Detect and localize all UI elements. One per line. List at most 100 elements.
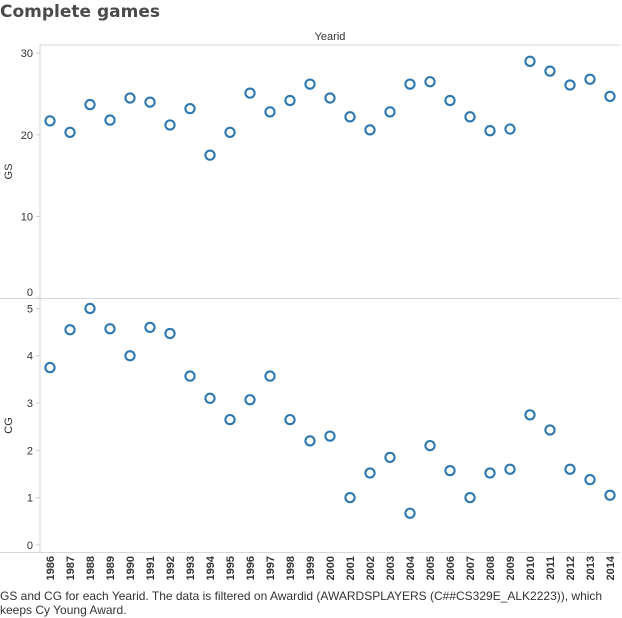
y-tick-label-cg: 5 [27,303,33,315]
x-tick-label: 1997 [265,556,277,580]
data-point-gs [64,126,76,138]
data-point-cg [584,473,596,486]
x-tick-label: 1992 [165,556,177,580]
x-tick-label: 1999 [305,556,317,580]
y-tick-label-cg: 4 [27,351,33,363]
data-point-gs [184,103,196,115]
data-point-gs [164,119,176,131]
x-tick-label: 1987 [65,556,77,580]
y-tick-label-gs: 10 [21,211,33,223]
x-tick-label: 1993 [185,556,197,580]
data-point-cg [464,491,476,504]
data-point-gs [244,87,256,99]
x-tick-label: 2011 [545,556,557,580]
column-header: Yearid [315,31,346,43]
data-point-cg [544,424,556,436]
x-tick-label: 2005 [425,556,437,580]
data-point-gs [504,123,516,135]
y-tick-label-cg: 1 [27,493,33,505]
data-point-cg [164,327,176,340]
data-point-gs [604,90,616,103]
data-point-cg [224,413,236,426]
data-point-cg [44,361,56,374]
x-tick-label: 1988 [85,556,97,580]
data-point-cg [384,451,396,464]
data-point-cg [604,489,616,501]
data-point-gs [44,115,56,127]
data-point-cg [324,430,336,442]
data-point-cg [404,507,416,519]
x-tick-label: 2003 [385,556,397,580]
data-point-gs [424,76,436,88]
data-point-gs [144,96,156,108]
y-tick-label-cg: 3 [27,398,33,410]
data-point-gs [224,126,236,138]
y-tick-label-cg: 2 [27,445,33,457]
x-tick-label: 2002 [365,556,377,580]
x-tick-label: 2009 [505,556,517,580]
x-tick-label: 2013 [585,556,597,580]
data-point-cg [124,350,136,362]
data-point-cg [504,463,516,475]
data-point-cg [64,324,76,336]
x-tick-label: 1991 [145,556,157,580]
chart-caption: GS and CG for each Yearid. The data is f… [0,589,603,617]
data-point-cg [344,491,356,504]
chart-title: Complete games [0,2,160,22]
x-tick-label: 1989 [105,556,117,580]
data-point-gs [124,92,136,104]
data-point-gs [444,94,456,107]
data-point-gs [304,78,316,90]
x-tick-label: 1996 [245,556,257,580]
y-tick-label-cg: 0 [27,540,33,552]
data-point-cg [564,463,576,475]
data-point-gs [484,125,496,137]
data-point-cg [204,392,216,404]
data-point-gs [464,111,476,123]
data-point-gs [324,92,336,104]
y-tick-label-gs: 20 [21,130,33,142]
data-point-gs [84,98,96,111]
data-point-cg [244,394,256,406]
data-point-gs [284,94,296,107]
x-tick-label: 1986 [45,556,57,580]
data-point-cg [524,409,536,421]
y-axis-title-gs: GS [3,164,15,180]
data-point-gs [364,124,376,136]
x-tick-label: 2008 [485,556,497,580]
data-point-cg [424,439,436,452]
data-point-gs [584,73,596,85]
data-point-gs [344,111,356,123]
data-point-cg [484,467,496,479]
data-point-cg [264,370,276,382]
data-point-gs [544,65,556,77]
scatter-chart: Yearid GS 0 10 20 30 CG 0 1 2 3 4 5 1986 1987 1988 1989 1… [0,31,620,580]
data-point-gs [104,114,116,126]
data-point-gs [384,106,396,118]
data-point-gs [204,149,216,161]
x-tick-label: 2000 [325,556,337,580]
x-tick-label: 2012 [565,556,577,580]
data-point-gs [524,55,536,67]
data-point-cg [444,465,456,477]
y-tick-label-gs: 0 [27,287,33,299]
x-tick-label: 1995 [225,556,237,580]
x-tick-label: 2014 [605,555,617,580]
data-point-cg [84,302,96,315]
y-axis-title-cg: CG [3,417,15,434]
x-tick-label: 1990 [125,556,137,580]
data-point-gs [404,78,416,90]
data-point-cg [364,467,376,479]
data-point-gs [564,79,576,91]
data-point-cg [144,321,156,334]
data-point-gs [264,106,276,118]
data-point-cg [104,323,116,335]
data-point-cg [304,435,316,447]
x-tick-label: 1994 [205,555,217,580]
data-point-cg [184,370,196,382]
x-tick-label: 2001 [345,556,357,580]
x-tick-label: 1998 [285,556,297,580]
x-tick-label: 2006 [445,556,457,580]
x-tick-label: 2010 [525,556,537,580]
data-point-cg [284,413,296,426]
